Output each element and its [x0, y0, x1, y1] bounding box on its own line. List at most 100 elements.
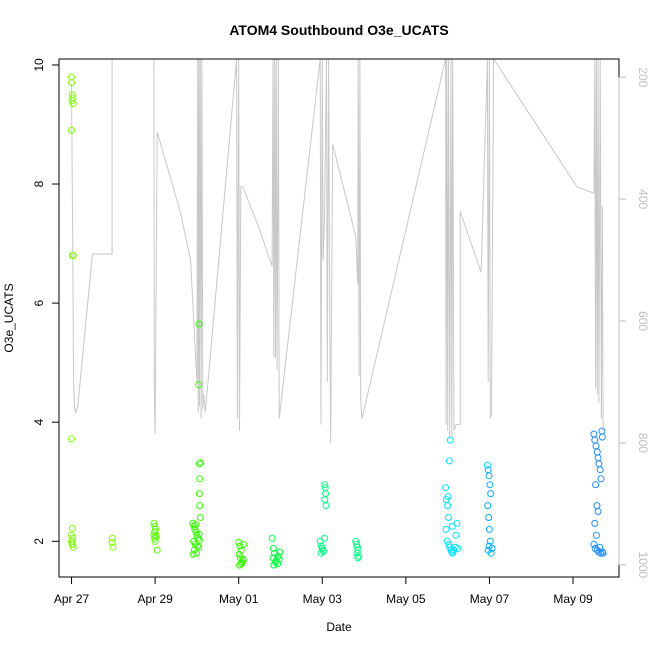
plot-frame [58, 58, 620, 578]
data-point [592, 442, 600, 450]
data-point [237, 546, 245, 554]
y2-tick-label: 1000 [636, 551, 650, 578]
data-point [442, 484, 450, 492]
data-point [192, 521, 200, 529]
y-tick-label: 6 [32, 299, 46, 306]
data-point [235, 550, 243, 558]
data-point [189, 550, 197, 558]
data-point [195, 490, 203, 498]
y2-tick-label: 400 [636, 189, 650, 209]
data-point [593, 502, 601, 510]
data-point [69, 252, 77, 259]
x-tick-label: May 03 [303, 592, 343, 606]
data-point [195, 536, 203, 544]
y-tick-label: 10 [32, 58, 46, 72]
data-point [196, 502, 204, 510]
data-point [321, 496, 329, 504]
data-point [153, 546, 161, 554]
data-point [322, 502, 330, 510]
data-point [190, 522, 198, 530]
data-point [590, 430, 598, 438]
data-point [595, 548, 603, 556]
data-point [442, 525, 450, 533]
data-point [236, 542, 244, 550]
data-point [591, 544, 599, 552]
data-point [68, 435, 75, 443]
y-tick-label: 8 [32, 180, 46, 187]
data-point [446, 436, 454, 444]
data-point [274, 560, 282, 568]
data-point [452, 531, 460, 539]
data-point [152, 533, 160, 540]
data-point [454, 544, 462, 552]
data-point [444, 493, 452, 501]
data-point [445, 540, 453, 548]
data-point [68, 73, 75, 81]
pressure-line [71, 57, 604, 443]
data-point [591, 519, 599, 527]
data-point [594, 508, 602, 515]
data-point [195, 320, 203, 328]
data-point [596, 543, 604, 551]
chart-title: ATOM4 Southbound O3e_UCATS [229, 22, 448, 38]
data-point [598, 433, 606, 441]
data-point [599, 549, 607, 557]
data-point [196, 475, 204, 483]
data-point [485, 472, 493, 480]
data-point [485, 525, 493, 533]
x-tick-label: May 05 [386, 592, 426, 606]
data-point [193, 549, 200, 557]
data-point [68, 537, 76, 545]
data-point [486, 537, 494, 545]
y2-tick-label: 600 [636, 311, 650, 331]
data-point [597, 475, 605, 483]
data-point [196, 514, 204, 521]
data-point [268, 534, 276, 542]
data-point [319, 546, 327, 554]
x-tick-label: May 07 [470, 592, 510, 606]
data-point [448, 548, 456, 556]
y-tick-label: 2 [32, 538, 46, 545]
data-point [592, 531, 600, 539]
data-point [354, 554, 362, 562]
data-point [68, 79, 75, 87]
data-point [108, 539, 116, 546]
data-point [321, 481, 329, 489]
data-point [68, 524, 76, 532]
data-point [193, 542, 201, 550]
x-tick-label: May 09 [553, 592, 593, 606]
y-axis-label: O3e_UCATS [2, 283, 16, 352]
data-point [239, 556, 247, 564]
x-axis-label: Date [326, 620, 352, 634]
data-point [275, 555, 283, 563]
x-axis: Apr 27 Apr 29 May 01 May 03 May 05 May 07 May … [54, 576, 593, 606]
data-point [593, 448, 601, 456]
x-tick-label: May 01 [219, 592, 259, 606]
y-tick-label: 4 [32, 419, 46, 426]
data-point [487, 490, 495, 498]
data-point [445, 457, 453, 465]
data-point [274, 552, 282, 560]
data-point [594, 454, 602, 462]
data-point [484, 502, 492, 510]
data-point [151, 534, 159, 542]
data-point [483, 461, 491, 469]
o3-series [68, 73, 607, 569]
data-point [487, 549, 495, 557]
data-point [598, 427, 606, 435]
data-point [269, 544, 277, 552]
data-point [320, 534, 328, 542]
data-point [69, 100, 77, 108]
data-point [485, 514, 493, 521]
data-point [591, 436, 599, 444]
y-axis: 2 4 6 8 10 [32, 58, 60, 545]
data-point [448, 522, 456, 530]
pressure-series [71, 57, 604, 443]
data-point [596, 466, 604, 474]
y2-tick-label: 200 [636, 67, 650, 87]
y2-tick-label: 800 [636, 433, 650, 453]
data-point [445, 514, 452, 521]
data-point [276, 548, 284, 556]
data-point [322, 490, 330, 498]
